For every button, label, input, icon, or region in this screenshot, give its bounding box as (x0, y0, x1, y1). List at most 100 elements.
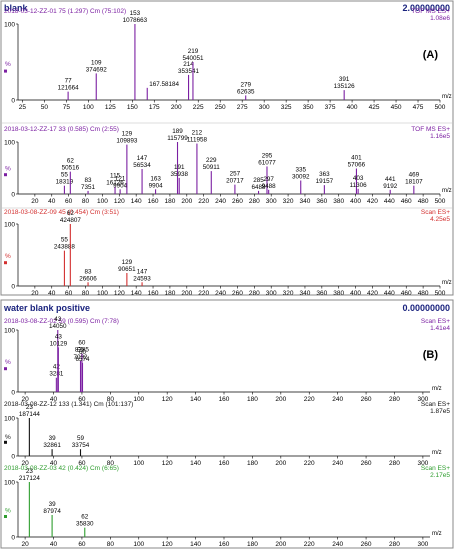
peak-intensity-label: 540051 (182, 55, 204, 62)
x-tick-label: 180 (247, 460, 258, 467)
intensity-value: 2.17e5 (430, 472, 450, 479)
x-tick-label: 500 (435, 198, 446, 205)
peak-intensity-label: 19157 (316, 178, 334, 185)
x-tick-label: 440 (384, 198, 395, 205)
x-tick-label: 20 (21, 541, 29, 548)
x-tick-label: 175 (149, 104, 160, 111)
intensity-value: 1.87e5 (430, 408, 450, 415)
x-tick-label: 200 (275, 396, 286, 403)
y-axis-label: % (5, 61, 11, 68)
spectrum-header: 2018-03-08-ZZ-03 42 (0.424) Cm (6:65) (4, 465, 119, 472)
x-tick-label: 200 (275, 460, 286, 467)
x-tick-label: 300 (417, 541, 428, 548)
peak-intensity-label: 217124 (19, 475, 41, 482)
x-tick-label: 120 (162, 541, 173, 548)
y-axis-label: % (5, 166, 11, 173)
y-tick-label: 0 (11, 192, 15, 199)
peak-intensity-label: 8785 (75, 347, 90, 354)
peak-intensity-label: 353541 (178, 68, 200, 75)
y-tick-label: 100 (4, 222, 15, 229)
x-tick-label: 280 (389, 460, 400, 467)
x-tick-label: 240 (215, 290, 226, 297)
x-tick-label: 60 (78, 396, 86, 403)
peak-intensity-label: 424807 (60, 217, 82, 224)
peak-mz-label: 83 (85, 268, 93, 275)
x-tick-label: 300 (417, 396, 428, 403)
peak-mz-label: 403 (353, 175, 364, 182)
scale-value: 0.00000000 (402, 303, 450, 313)
peak-intensity-label: 7032 (74, 354, 89, 361)
scale-value: 2.00000000 (402, 3, 450, 13)
peak-intensity-label: 9192 (383, 183, 398, 190)
y-axis-label: % (5, 434, 11, 441)
peak-intensity-label: 20717 (226, 178, 244, 185)
x-tick-label: 200 (181, 198, 192, 205)
trace-marker (4, 69, 7, 73)
peak-mz-label: 189 (172, 128, 183, 135)
peak-intensity-label: 16126 (106, 180, 124, 187)
x-tick-label: 220 (304, 541, 315, 548)
x-tick-label: 150 (127, 104, 138, 111)
y-axis-label: % (5, 253, 11, 260)
x-tick-label: 40 (48, 198, 56, 205)
peak-intensity-label: 111958 (187, 137, 208, 144)
x-tick-label: 380 (333, 290, 344, 297)
peak-mz-label: 39 (49, 501, 57, 508)
peak-intensity-label: 87974 (43, 508, 61, 515)
x-tick-label: 480 (418, 290, 429, 297)
x-tick-label: 420 (367, 290, 378, 297)
y-tick-label: 0 (11, 98, 15, 105)
peak-mz-label: 59 (77, 435, 85, 442)
x-tick-label: 20 (31, 198, 39, 205)
x-tick-label: 225 (193, 104, 204, 111)
x-tick-label: 140 (131, 198, 142, 205)
group-b-frame (0, 299, 454, 549)
peak-mz-label: 59 (77, 347, 85, 354)
acquisition-mode: TOF MS ES+ (411, 8, 450, 15)
x-tick-label: 60 (78, 460, 86, 467)
peak-intensity-label: 9904 (113, 182, 128, 189)
peak-intensity-label: 62635 (237, 88, 255, 95)
acquisition-mode: Scan ES+ (421, 209, 450, 216)
x-tick-label: 360 (316, 198, 327, 205)
peak-mz-label: 257 (230, 171, 241, 178)
x-tick-label: 100 (133, 396, 144, 403)
x-tick-label: 275 (237, 104, 248, 111)
x-tick-label: 180 (247, 396, 258, 403)
x-tick-label: 450 (391, 104, 402, 111)
x-tick-label: 240 (215, 198, 226, 205)
x-axis-label: m/z (442, 94, 452, 100)
x-tick-label: 340 (300, 198, 311, 205)
x-tick-label: 220 (304, 460, 315, 467)
x-tick-label: 300 (266, 198, 277, 205)
x-tick-label: 100 (97, 290, 108, 297)
x-tick-label: 40 (50, 541, 58, 548)
y-tick-label: 0 (11, 284, 15, 291)
peak-mz-label: 163 (150, 175, 161, 182)
peak-mz-label: 77 (65, 78, 73, 85)
peak-mz-label: 109 (91, 59, 102, 66)
trace-marker (4, 440, 7, 444)
x-tick-label: 300 (417, 460, 428, 467)
y-axis-label: % (5, 359, 11, 366)
x-tick-label: 400 (347, 104, 358, 111)
peak-mz-label: 60 (78, 340, 86, 347)
x-tick-label: 120 (114, 290, 125, 297)
x-tick-label: 460 (401, 290, 412, 297)
x-tick-label: 20 (31, 290, 39, 297)
y-tick-label: 100 (4, 416, 15, 423)
x-tick-label: 80 (82, 198, 90, 205)
peak-intensity-label: 243888 (54, 244, 76, 251)
x-axis-label: m/z (432, 450, 442, 456)
peak-intensity-label: 3281 (49, 371, 64, 378)
x-tick-label: 360 (316, 290, 327, 297)
peak-mz-label: 129 (122, 131, 133, 138)
peak-mz-label: 62 (67, 158, 75, 165)
peak-mz-label: 153 (130, 10, 141, 17)
x-tick-label: 220 (198, 290, 209, 297)
acquisition-mode: Scan ES+ (421, 401, 450, 408)
x-axis-label: m/z (432, 386, 442, 392)
x-tick-label: 400 (350, 198, 361, 205)
peak-mz-label: 60 (79, 349, 87, 356)
peak-mz-label: 121 (115, 175, 126, 182)
